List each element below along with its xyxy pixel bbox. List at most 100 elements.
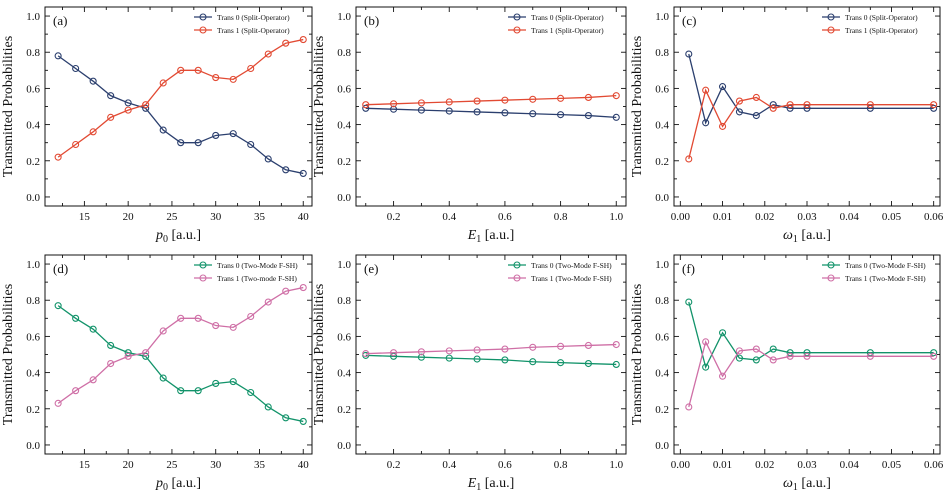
data-point bbox=[445, 107, 453, 115]
series-0 bbox=[362, 351, 620, 369]
data-point bbox=[445, 98, 453, 106]
y-tick-label: 0.8 bbox=[26, 47, 40, 59]
x-tick-label: 35 bbox=[254, 211, 266, 223]
x-axis-label: p0 [a.u.] bbox=[155, 476, 201, 493]
x-tick-label: 0.00 bbox=[671, 459, 691, 471]
data-point bbox=[124, 106, 132, 114]
y-tick-label: 0.2 bbox=[26, 404, 40, 416]
panel-label: (e) bbox=[364, 261, 378, 276]
legend-entry: Trans 0 (Two-Mode F-SH) bbox=[845, 261, 926, 270]
data-point bbox=[229, 378, 237, 386]
x-tick-label: 30 bbox=[210, 459, 222, 471]
legend-entry: Trans 0 (Split-Operator) bbox=[217, 13, 290, 22]
data-point bbox=[769, 356, 777, 364]
series-1 bbox=[362, 92, 620, 109]
axes-frame bbox=[355, 6, 627, 207]
x-tick-label: 0.06 bbox=[924, 211, 944, 223]
x-tick-label: 0.03 bbox=[797, 459, 817, 471]
series-0 bbox=[685, 298, 938, 371]
data-point bbox=[194, 139, 202, 147]
x-tick-label: 1.0 bbox=[609, 211, 623, 223]
data-point bbox=[72, 387, 80, 395]
data-point bbox=[264, 155, 272, 163]
data-point bbox=[264, 50, 272, 58]
legend-marker bbox=[199, 261, 207, 269]
series-line bbox=[365, 95, 617, 106]
data-point bbox=[752, 356, 760, 364]
data-point bbox=[473, 108, 481, 116]
data-point bbox=[473, 355, 481, 363]
data-point bbox=[72, 314, 80, 322]
data-point bbox=[299, 417, 307, 425]
x-tick-label: 0.4 bbox=[442, 211, 456, 223]
data-point bbox=[54, 302, 62, 310]
data-point bbox=[866, 352, 874, 360]
x-tick-label: 15 bbox=[79, 459, 91, 471]
data-point bbox=[247, 64, 255, 73]
legend-entry: Trans 0 (Two-Mode F-SH) bbox=[217, 261, 298, 270]
series-0 bbox=[54, 52, 307, 177]
data-point bbox=[803, 101, 811, 109]
legend-entry: Trans 1 (Split-Operator) bbox=[531, 26, 604, 35]
x-tick-label: 0.6 bbox=[498, 459, 512, 471]
data-point bbox=[612, 92, 620, 100]
data-point bbox=[362, 350, 370, 358]
data-point bbox=[264, 298, 272, 306]
x-tick-label: 0.02 bbox=[755, 211, 774, 223]
legend-marker bbox=[513, 261, 521, 269]
panel-c: 0.00 0.01 0.02 0.03 0.04 0.05 0.06 0.0 0.2 0.4 0.6… bbox=[630, 6, 944, 245]
data-point bbox=[417, 106, 425, 114]
series-1 bbox=[685, 338, 938, 411]
data-point bbox=[473, 346, 481, 354]
data-point bbox=[107, 341, 115, 350]
data-point bbox=[930, 101, 938, 109]
data-point bbox=[159, 79, 167, 87]
data-point bbox=[124, 352, 132, 360]
legend-marker bbox=[513, 13, 521, 21]
data-point bbox=[212, 379, 220, 387]
legend-marker bbox=[513, 26, 521, 34]
data-point bbox=[89, 325, 97, 333]
data-point bbox=[282, 287, 290, 295]
data-point bbox=[529, 95, 537, 103]
data-point bbox=[89, 77, 97, 85]
legend-entry: Trans 0 (Split-Operator) bbox=[531, 13, 604, 22]
axes-frame bbox=[44, 6, 313, 207]
x-tick-label: 0.02 bbox=[755, 459, 774, 471]
data-point bbox=[445, 347, 453, 355]
series-0 bbox=[362, 104, 620, 121]
data-point bbox=[362, 104, 370, 112]
y-tick-label: 0.0 bbox=[655, 192, 669, 204]
panel-f: 0.00 0.01 0.02 0.03 0.04 0.05 0.06 0.0 0.2 0.4 0.6… bbox=[630, 254, 944, 493]
data-point bbox=[584, 93, 592, 102]
data-point bbox=[54, 399, 62, 407]
legend-entry: Trans 1 (Two-mode F-SH) bbox=[217, 274, 297, 283]
x-tick-label: 25 bbox=[166, 459, 178, 471]
panel-label: (d) bbox=[53, 261, 68, 276]
legend-entry: Trans 0 (Split-Operator) bbox=[845, 13, 918, 22]
data-point bbox=[159, 374, 167, 382]
data-point bbox=[584, 341, 592, 350]
data-point bbox=[612, 360, 620, 369]
series-line bbox=[365, 354, 617, 366]
data-point bbox=[719, 329, 727, 337]
y-tick-label: 0.0 bbox=[26, 440, 40, 452]
data-point bbox=[89, 128, 97, 136]
data-point bbox=[702, 86, 710, 94]
legend: Trans 0 (Split-Operator) Trans 1 (Split-O… bbox=[822, 13, 918, 35]
y-tick-label: 0.6 bbox=[655, 331, 669, 343]
data-point bbox=[685, 50, 693, 58]
data-point bbox=[417, 353, 425, 361]
x-tick-label: 0.05 bbox=[882, 211, 902, 223]
data-point bbox=[702, 119, 710, 127]
x-tick-label: 0.4 bbox=[442, 459, 456, 471]
data-point bbox=[177, 139, 185, 147]
series-line bbox=[57, 286, 304, 404]
panel-e: 0.2 0.4 0.6 0.8 1.0 0.0 0.2 0.4 0.6 0.8 1.0 Transmi… bbox=[312, 254, 627, 493]
y-tick-label: 0.4 bbox=[26, 368, 40, 380]
y-axis-label: Transmitted Probabilities bbox=[1, 284, 16, 425]
data-point bbox=[390, 349, 398, 357]
x-axis-label: ω1 [a.u.] bbox=[783, 228, 831, 245]
x-tick-label: 1.0 bbox=[609, 459, 623, 471]
